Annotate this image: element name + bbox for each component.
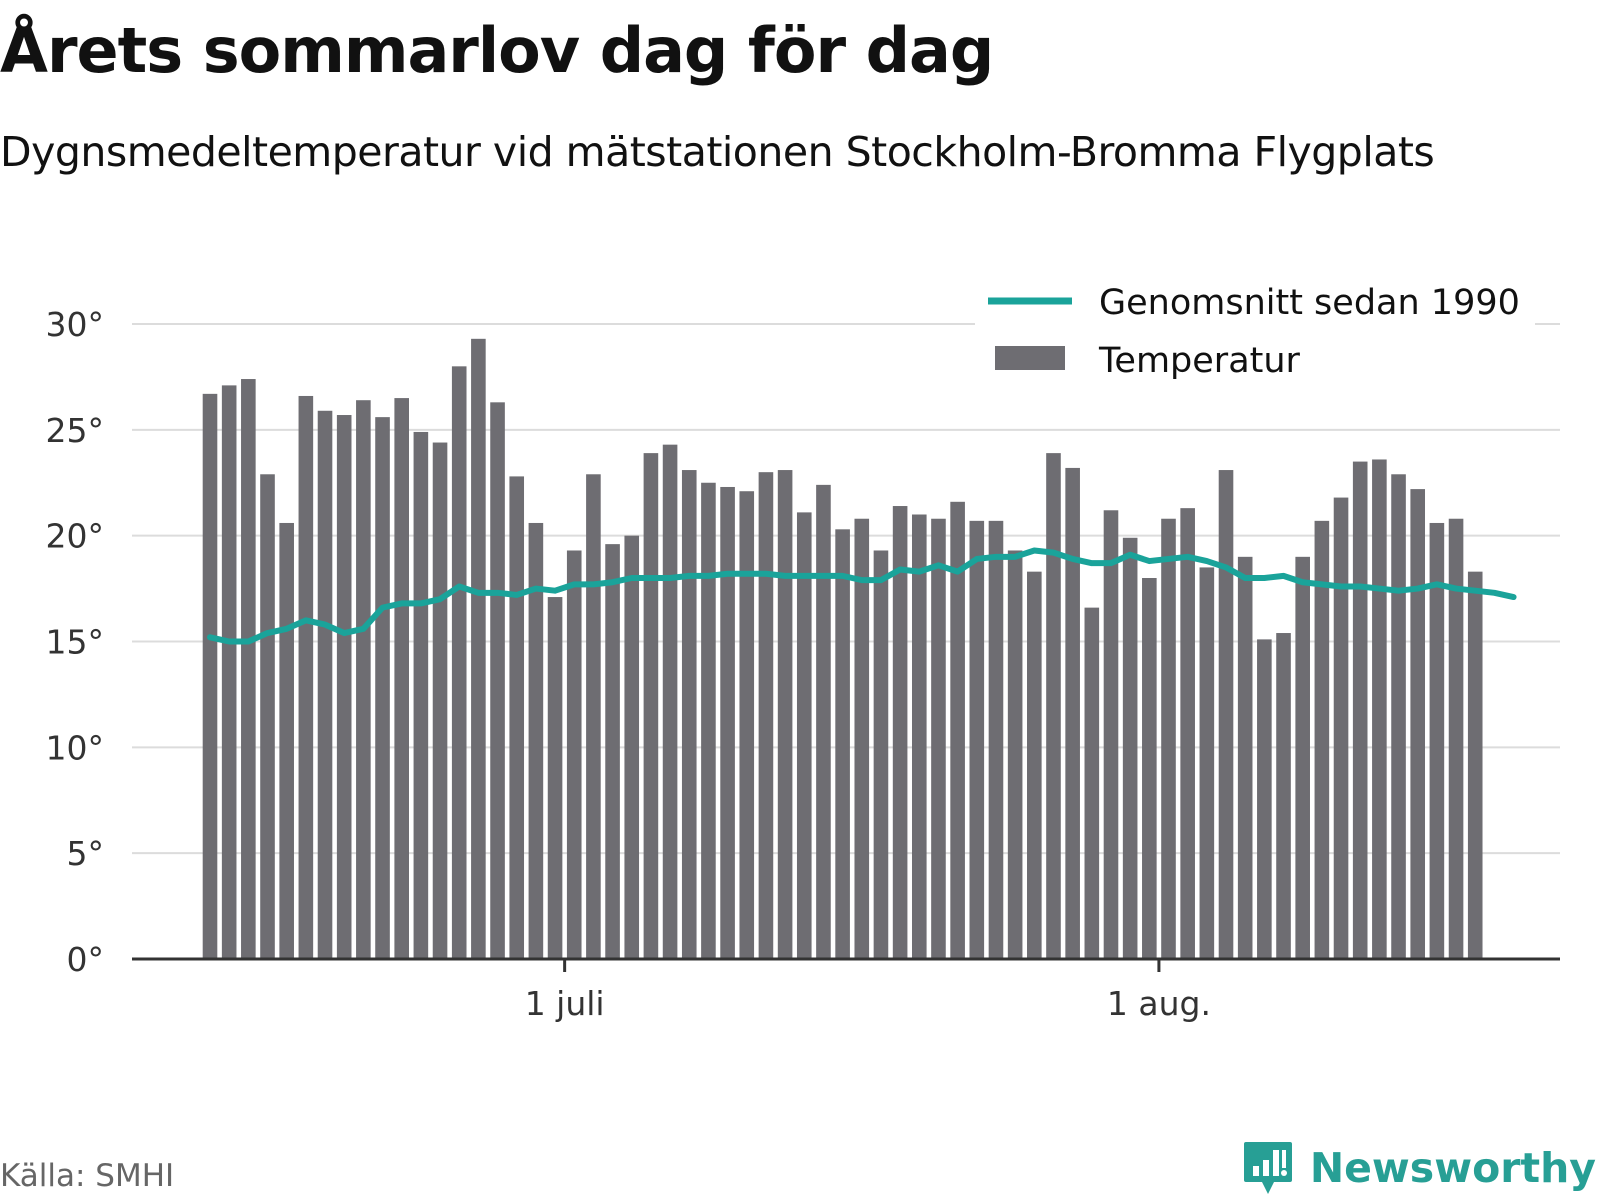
temperature-bar [835,529,850,959]
temperature-bar [931,518,946,959]
temperature-bar [1352,461,1368,959]
temperature-bar [624,535,640,959]
chart-bubble-icon [1243,1142,1292,1194]
temperature-bar [1295,556,1310,959]
temperature-bar [739,491,755,959]
temperature-bar [758,472,774,959]
legend-label-average: Genomsnitt sedan 1990 [1099,283,1520,323]
y-tick-label: 25° [46,411,105,450]
temperature-bar [1199,567,1215,959]
temperature-bar [1448,518,1464,959]
temperature-bar [1218,470,1234,959]
temperature-bar [279,522,294,959]
temperature-bar [394,398,409,960]
temperature-bar [662,444,678,959]
temperature-bar [911,514,927,959]
legend-bar-swatch [995,346,1065,370]
average-line-layer [207,547,1517,645]
temperature-bar [260,474,275,959]
temperature-bar [1065,467,1080,959]
temperature-bar [1007,550,1023,959]
temperature-bar [681,470,697,959]
temperature-bar [1391,474,1406,959]
temperature-bar [1046,453,1061,959]
temperature-bar [950,501,965,959]
temperature-bar [1276,633,1291,959]
temperature-bar [1333,497,1349,959]
temperature-bar [1314,520,1330,959]
temperature-bar [873,550,889,959]
temperature-bar [1161,518,1176,959]
legend: Genomsnitt sedan 1990 Temperatur [975,280,1535,381]
temperature-bar [1103,510,1119,959]
temperature-bar [471,338,486,959]
temperature-bar [796,512,812,959]
legend-label-temperature: Temperatur [1098,341,1301,381]
temperature-bar [1180,508,1195,959]
y-tick-label: 30° [46,305,105,344]
temperature-bar [413,431,429,959]
temperature-bar [586,474,601,959]
temperature-bar [298,395,314,960]
temperature-bar [701,482,716,959]
temperature-bar [605,544,620,959]
temperature-bar [1429,522,1445,959]
y-tick-label: 10° [46,728,105,767]
temperature-bar [1237,556,1253,959]
temperature-bar [336,415,352,959]
source-note: Källa: SMHI [0,1158,175,1194]
brand-logo: Newsworthy [1242,1140,1596,1196]
temperature-bar [1122,537,1138,959]
temperature-bar [1257,639,1272,959]
temperature-bar [317,410,333,959]
y-tick-label: 5° [67,834,105,873]
temperature-bar [969,520,985,959]
temperature-bar [432,442,448,959]
temperature-bars [202,338,1483,960]
temperature-bar [777,470,793,959]
temperature-bar [816,484,831,959]
x-tick-label: 1 aug. [1107,984,1211,1023]
temperature-bar [1142,578,1157,959]
temperature-bar [356,400,371,959]
temperature-bar [547,597,563,959]
average-line [207,547,1517,645]
brand-name: Newsworthy [1309,1144,1596,1192]
y-axis: 0° 5° 10° 15° 20° 25° 30° [46,305,105,979]
temperature-bar [375,417,390,959]
y-tick-label: 0° [67,940,105,979]
temperature-bar [509,476,525,959]
temperature-bar [241,379,256,959]
temperature-bar [1410,489,1426,959]
chart-title: Årets sommarlov dag för dag [0,14,994,87]
temperature-bar [854,518,870,959]
temperature-bar [1372,459,1387,959]
x-axis: 1 juli 1 aug. [132,957,1560,1023]
temperature-bar [528,522,544,959]
y-tick-label: 15° [46,623,105,662]
temperature-bar [451,366,467,960]
temperature-bar [202,393,218,960]
temperature-bar [1084,607,1100,959]
y-tick-label: 20° [46,517,105,556]
temperature-bar [643,453,659,959]
temperature-bar [490,402,505,959]
temperature-bar [720,486,735,959]
temperature-bar [221,385,237,959]
temperature-bar [1027,571,1042,959]
temperature-bar [1467,571,1483,959]
chart-subtitle: Dygnsmedeltemperatur vid mätstationen St… [0,128,1435,176]
temperature-bar [988,520,1004,959]
x-tick-label: 1 juli [525,984,605,1023]
temperature-bar [566,550,582,959]
temperature-bar [892,506,908,959]
